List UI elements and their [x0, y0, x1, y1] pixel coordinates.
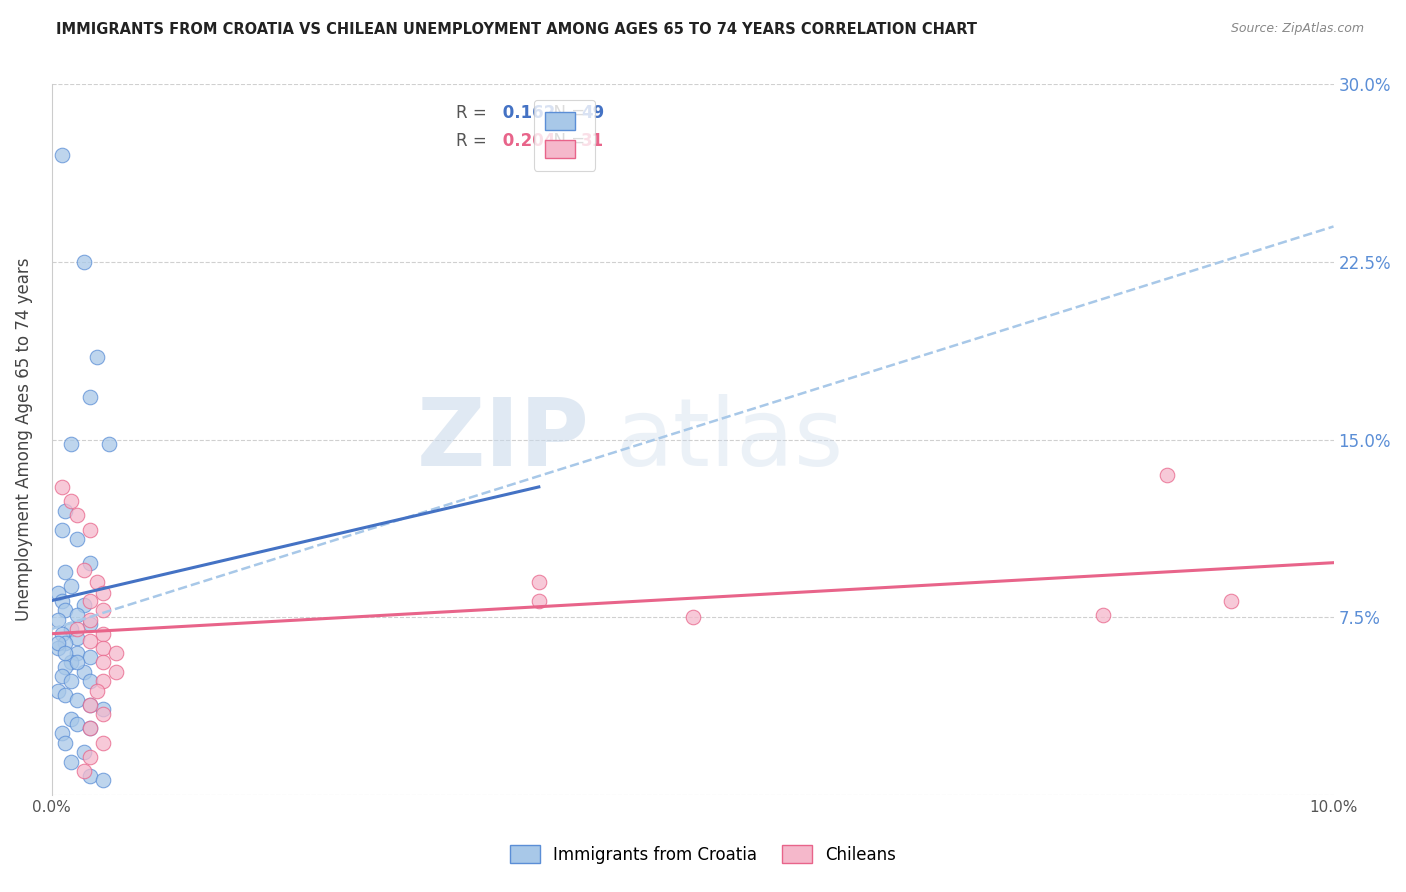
Point	[59, 622, 82, 636]
Point	[53, 603, 76, 617]
Point	[104, 646, 127, 660]
Point	[91, 773, 114, 788]
Point	[98, 437, 121, 451]
Point	[86, 574, 108, 589]
Point	[79, 617, 101, 632]
Point	[91, 736, 114, 750]
Point	[59, 755, 82, 769]
Point	[73, 665, 96, 679]
Text: 0.162: 0.162	[496, 103, 555, 122]
Point	[51, 593, 73, 607]
Point	[59, 579, 82, 593]
Legend: , : ,	[534, 100, 595, 170]
Point	[79, 749, 101, 764]
Point	[51, 726, 73, 740]
Point	[86, 350, 108, 364]
Point	[66, 508, 89, 523]
Point	[53, 660, 76, 674]
Point	[51, 148, 73, 162]
Legend: Immigrants from Croatia, Chileans: Immigrants from Croatia, Chileans	[503, 838, 903, 871]
Point	[59, 437, 82, 451]
Point	[46, 613, 69, 627]
Point	[91, 655, 114, 669]
Text: Source: ZipAtlas.com: Source: ZipAtlas.com	[1230, 22, 1364, 36]
Point	[79, 593, 101, 607]
Point	[59, 674, 82, 689]
Point	[91, 707, 114, 722]
Point	[527, 574, 550, 589]
Point	[46, 636, 69, 650]
Text: IMMIGRANTS FROM CROATIA VS CHILEAN UNEMPLOYMENT AMONG AGES 65 TO 74 YEARS CORREL: IMMIGRANTS FROM CROATIA VS CHILEAN UNEMP…	[56, 22, 977, 37]
Point	[73, 745, 96, 759]
Text: 49: 49	[581, 103, 605, 122]
Y-axis label: Unemployment Among Ages 65 to 74 years: Unemployment Among Ages 65 to 74 years	[15, 258, 32, 622]
Point	[66, 622, 89, 636]
Point	[1091, 607, 1114, 622]
Point	[682, 610, 704, 624]
Text: ZIP: ZIP	[418, 393, 591, 485]
Point	[51, 669, 73, 683]
Point	[66, 693, 89, 707]
Point	[91, 586, 114, 600]
Point	[51, 480, 73, 494]
Point	[79, 390, 101, 404]
Point	[59, 494, 82, 508]
Point	[53, 736, 76, 750]
Point	[91, 603, 114, 617]
Point	[51, 626, 73, 640]
Text: 0.204: 0.204	[496, 132, 555, 150]
Point	[73, 563, 96, 577]
Point	[73, 255, 96, 269]
Point	[91, 626, 114, 640]
Point	[79, 556, 101, 570]
Point	[53, 688, 76, 702]
Text: 31: 31	[581, 132, 605, 150]
Point	[66, 532, 89, 546]
Point	[51, 523, 73, 537]
Point	[79, 769, 101, 783]
Point	[46, 683, 69, 698]
Point	[66, 607, 89, 622]
Point	[59, 655, 82, 669]
Text: N =: N =	[543, 132, 591, 150]
Point	[86, 683, 108, 698]
Text: atlas: atlas	[616, 393, 844, 485]
Point	[104, 665, 127, 679]
Point	[46, 640, 69, 655]
Text: R =: R =	[456, 132, 492, 150]
Point	[79, 650, 101, 665]
Point	[91, 674, 114, 689]
Point	[66, 646, 89, 660]
Point	[79, 722, 101, 736]
Point	[1220, 593, 1243, 607]
Point	[79, 722, 101, 736]
Point	[79, 523, 101, 537]
Point	[91, 702, 114, 716]
Point	[1156, 468, 1178, 483]
Point	[527, 593, 550, 607]
Point	[79, 698, 101, 712]
Point	[66, 632, 89, 646]
Point	[66, 716, 89, 731]
Point	[53, 636, 76, 650]
Text: N =: N =	[543, 103, 591, 122]
Point	[79, 674, 101, 689]
Point	[53, 646, 76, 660]
Point	[73, 764, 96, 778]
Point	[79, 698, 101, 712]
Point	[73, 599, 96, 613]
Point	[66, 655, 89, 669]
Text: R =: R =	[456, 103, 492, 122]
Point	[59, 712, 82, 726]
Point	[79, 613, 101, 627]
Point	[46, 586, 69, 600]
Point	[53, 565, 76, 579]
Point	[91, 640, 114, 655]
Point	[53, 503, 76, 517]
Point	[79, 633, 101, 648]
